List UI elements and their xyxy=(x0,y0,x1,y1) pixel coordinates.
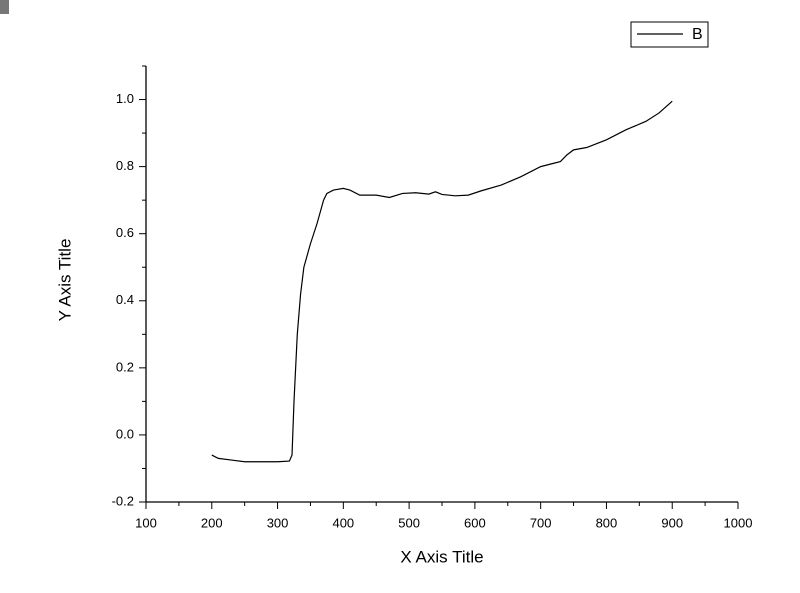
x-tick-label: 400 xyxy=(332,515,354,530)
corner-marker xyxy=(0,0,9,14)
x-tick-label: 600 xyxy=(464,515,486,530)
y-tick-label: 1.0 xyxy=(116,91,134,106)
x-axis-title: X Axis Title xyxy=(400,547,483,566)
y-tick-label: 0.2 xyxy=(116,359,134,374)
x-tick-label: 800 xyxy=(596,515,618,530)
y-axis-title: Y Axis Title xyxy=(55,239,74,322)
y-tick-label: 0.8 xyxy=(116,158,134,173)
y-tick-label: 0.4 xyxy=(116,292,134,307)
legend-label: B xyxy=(692,26,703,43)
x-tick-label: 100 xyxy=(135,515,157,530)
x-tick-label: 900 xyxy=(661,515,683,530)
x-tick-label: 200 xyxy=(201,515,223,530)
y-tick-label: -0.2 xyxy=(112,493,134,508)
x-tick-label: 500 xyxy=(398,515,420,530)
y-tick-label: 0.6 xyxy=(116,225,134,240)
x-tick-label: 700 xyxy=(530,515,552,530)
x-tick-label: 1000 xyxy=(724,515,753,530)
x-tick-label: 300 xyxy=(267,515,289,530)
y-tick-label: 0.0 xyxy=(116,426,134,441)
data-line xyxy=(211,100,673,463)
